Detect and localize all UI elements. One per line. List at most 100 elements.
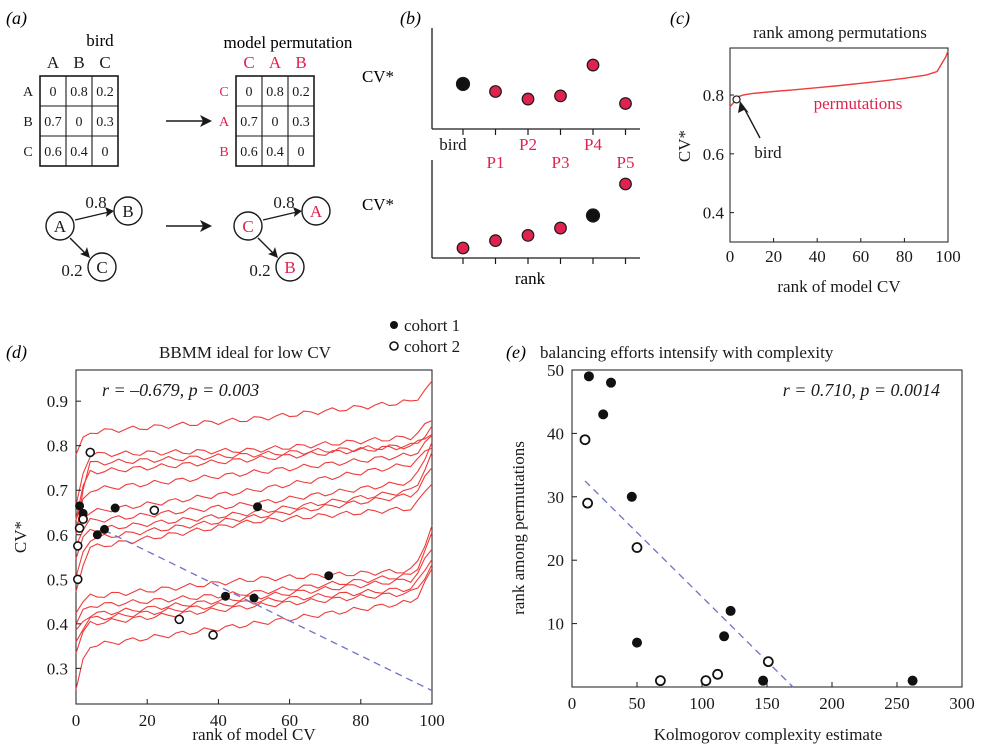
matrix-cell: 0: [50, 85, 57, 100]
cohort-1-point: [76, 502, 84, 510]
graph-edge: [258, 238, 274, 254]
x-tick-label: 250: [884, 694, 910, 713]
matrix-cell: 0.3: [292, 115, 310, 130]
graph-node-label: A: [54, 217, 67, 236]
x-tick-label: 100: [419, 711, 445, 730]
cohort-1-point: [250, 594, 258, 602]
x-axis-label: rank of model CV: [777, 277, 901, 296]
cohort-1-point: [627, 492, 637, 502]
matrix-cell: 0: [272, 115, 279, 130]
cohort-2-point: [175, 615, 183, 623]
permutation-point: [620, 178, 632, 190]
bird-point: [457, 77, 470, 90]
chart-title: BBMM ideal for low CV: [159, 343, 332, 362]
annotation-bird: bird: [754, 143, 782, 162]
fit-line: [104, 530, 432, 690]
y-tick-label: 0.6: [703, 145, 724, 164]
x-tick-label: 50: [629, 694, 646, 713]
cohort-2-point: [150, 506, 158, 514]
legend-marker-cohort-2: [390, 342, 398, 350]
y-axis-label: rank among permutations: [509, 441, 528, 615]
matrix-cell: 0.6: [240, 145, 258, 160]
panel-e: (e) balancing efforts intensify with com…: [506, 342, 975, 744]
panel-c: (c) rank among permutations 0 20 40 60 80 100 0…: [670, 8, 961, 296]
panel-d: (d) BBMM ideal for low CV0 20 40 60 80 1000.3…: [6, 316, 460, 744]
y-tick-label: 40: [547, 424, 564, 443]
permutation-point: [522, 93, 534, 105]
matrix-row-label: B: [219, 145, 228, 160]
cohort-2-point: [633, 543, 642, 552]
x-tick-label: 80: [896, 247, 913, 266]
x-tick-label: P3: [552, 153, 570, 172]
x-tick-label: 20: [765, 247, 782, 266]
matrix-column-label: B: [295, 53, 306, 72]
permutation-point: [555, 222, 567, 234]
cohort-1-point: [719, 631, 729, 641]
y-axis-label: CV*: [675, 130, 694, 162]
y-tick-label: 0.4: [703, 204, 725, 223]
y-tick-label: 0.8: [703, 86, 724, 105]
y-tick-label: 0.9: [47, 392, 68, 411]
x-tick-label: 60: [852, 247, 869, 266]
x-tick-label: 0: [726, 247, 735, 266]
cohort-1-point: [222, 592, 230, 600]
matrix-column-label: C: [243, 53, 254, 72]
cohort-2-point: [583, 499, 592, 508]
graph-node-label: A: [310, 202, 323, 221]
permutation-matrix-title: model permutation: [224, 33, 353, 52]
matrix-cell: 0.7: [44, 115, 62, 130]
bird-point: [733, 96, 740, 103]
x-tick-label: P5: [617, 153, 635, 172]
graph-node-label: C: [242, 217, 253, 236]
matrix-row-label: B: [23, 115, 32, 130]
y-tick-label: 0.4: [47, 615, 69, 634]
cohort-1-point: [606, 378, 616, 388]
cohort-1-point: [584, 371, 594, 381]
graph-edge-weight: 0.8: [273, 193, 294, 212]
matrix-cell: 0: [76, 115, 83, 130]
fit-line: [585, 481, 793, 687]
x-tick-label: bird: [439, 135, 467, 154]
y-tick-label: 0.8: [47, 437, 68, 456]
cohort-1-point: [254, 503, 262, 511]
matrix-cell: 0.3: [96, 115, 114, 130]
panel-b-label: (b): [400, 8, 421, 29]
x-tick-label: 20: [139, 711, 156, 730]
bird-point: [587, 209, 600, 222]
graph-edge-weight: 0.8: [85, 193, 106, 212]
x-tick-label: 40: [809, 247, 826, 266]
matrix-column-label: C: [99, 53, 110, 72]
panel-a-label: (a): [6, 8, 27, 29]
panel-d-label: (d): [6, 342, 27, 363]
panel-b-top-ylabel: CV*: [362, 67, 394, 86]
x-tick-label: 0: [568, 694, 577, 713]
cohort-2-point: [209, 631, 217, 639]
panel-c-label: (c): [670, 8, 690, 29]
panel-b: (b) CV* CV* birdP1P2P3P4P5 rank: [362, 8, 640, 288]
permutation-curve: [76, 484, 432, 592]
graph-node-label: B: [284, 258, 295, 277]
x-axis-label: rank of model CV: [192, 725, 316, 744]
cohort-2-point: [656, 676, 665, 685]
x-tick-label: P1: [487, 153, 505, 172]
panel-b-bottom-plot: [457, 178, 631, 264]
graph-node-label: B: [122, 202, 133, 221]
matrix-column-label: A: [47, 53, 60, 72]
cohort-2-point: [764, 657, 773, 666]
y-tick-label: 0.6: [47, 526, 68, 545]
permutation-graph: CAB0.80.2: [234, 193, 330, 281]
permutation-point: [522, 230, 534, 242]
matrix-cell: 0.4: [266, 145, 284, 160]
permutation-curve: [76, 569, 432, 690]
x-tick-label: P4: [584, 135, 602, 154]
y-tick-label: 20: [547, 551, 564, 570]
permutation-point: [457, 242, 469, 254]
y-tick-label: 30: [547, 488, 564, 507]
matrix-cell: 0.8: [70, 85, 88, 100]
graph-edge: [75, 212, 109, 220]
x-axis-label: Kolmogorov complexity estimate: [654, 725, 883, 744]
plot-frame: [76, 370, 432, 704]
cohort-1-point: [93, 531, 101, 539]
cohort-2-point: [86, 448, 94, 456]
arrow-icon: [166, 115, 212, 127]
